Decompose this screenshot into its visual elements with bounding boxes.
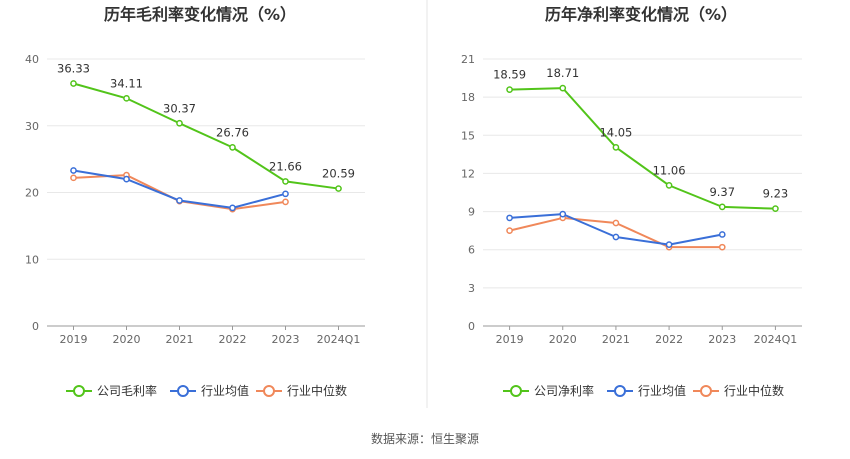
data-source-note: 数据来源：恒生聚源 bbox=[370, 432, 479, 446]
legend-item[interactable]: 行业均值 bbox=[170, 383, 249, 398]
y-tick-label: 9 bbox=[468, 206, 475, 219]
y-tick-label: 3 bbox=[468, 282, 475, 295]
data-label: 9.23 bbox=[763, 187, 789, 201]
data-label: 34.11 bbox=[110, 76, 143, 90]
legend-item[interactable]: 行业均值 bbox=[607, 383, 686, 398]
legend-swatch-marker bbox=[700, 385, 712, 397]
legend-swatch-marker bbox=[263, 385, 275, 397]
legend-label: 行业均值 bbox=[638, 383, 686, 398]
legend-swatch-marker bbox=[177, 385, 189, 397]
legend-swatch-marker bbox=[510, 385, 522, 397]
data-label: 26.76 bbox=[216, 125, 249, 139]
x-tick-label: 2019 bbox=[496, 333, 524, 346]
series-line bbox=[509, 87, 776, 210]
y-tick-label: 30 bbox=[25, 120, 39, 133]
data-point bbox=[282, 198, 289, 206]
data-point bbox=[70, 174, 77, 182]
data-point bbox=[70, 80, 77, 87]
x-tick-label: 2019 bbox=[60, 333, 88, 346]
data-point bbox=[282, 178, 289, 185]
data-point bbox=[559, 210, 567, 218]
x-tick-label: 2023 bbox=[272, 333, 300, 346]
x-tick-label: 2022 bbox=[655, 333, 683, 346]
data-point bbox=[612, 219, 620, 227]
y-tick-label: 12 bbox=[461, 167, 475, 180]
x-tick-label: 2024Q1 bbox=[754, 333, 798, 346]
legend-label: 公司毛利率 bbox=[97, 383, 157, 398]
y-tick-label: 40 bbox=[25, 53, 39, 66]
data-point bbox=[559, 84, 567, 92]
data-point bbox=[718, 243, 726, 251]
data-point bbox=[665, 241, 673, 248]
data-point bbox=[229, 204, 236, 212]
x-tick-label: 2023 bbox=[708, 333, 736, 346]
data-label: 20.59 bbox=[322, 167, 355, 181]
y-tick-label: 10 bbox=[25, 253, 39, 266]
series-line bbox=[73, 82, 339, 190]
y-tick-label: 6 bbox=[468, 244, 475, 257]
data-point bbox=[506, 214, 513, 222]
data-point bbox=[772, 205, 779, 212]
x-tick-label: 2024Q1 bbox=[317, 333, 361, 346]
chart-title: 历年毛利率变化情况（%） bbox=[104, 5, 296, 24]
legend-item[interactable]: 行业中位数 bbox=[256, 383, 347, 398]
data-point bbox=[665, 182, 673, 189]
y-tick-label: 21 bbox=[461, 53, 475, 66]
legend-label: 行业中位数 bbox=[287, 383, 347, 398]
y-tick-label: 20 bbox=[25, 187, 39, 200]
x-tick-label: 2022 bbox=[219, 333, 247, 346]
data-point bbox=[506, 86, 513, 93]
data-point bbox=[506, 227, 513, 234]
legend-label: 公司净利率 bbox=[534, 383, 594, 398]
data-label: 14.05 bbox=[599, 125, 632, 139]
data-point bbox=[612, 233, 620, 241]
legend-item[interactable]: 公司毛利率 bbox=[66, 383, 157, 398]
data-point bbox=[612, 144, 620, 151]
y-tick-label: 18 bbox=[461, 91, 475, 104]
chart-title: 历年净利率变化情况（%） bbox=[545, 5, 737, 24]
net-margin-chart: 历年净利率变化情况（%） 0 3 6 9 12 15 18 21 2019 2020 2021 2022… bbox=[461, 5, 802, 398]
data-point bbox=[335, 185, 342, 192]
x-tick-label: 2021 bbox=[602, 333, 630, 346]
y-tick-label: 0 bbox=[32, 320, 39, 333]
data-point bbox=[123, 94, 130, 102]
data-point bbox=[718, 231, 726, 238]
data-label: 18.71 bbox=[546, 66, 579, 80]
data-label: 18.59 bbox=[493, 68, 526, 82]
data-label: 30.37 bbox=[163, 101, 196, 115]
x-tick-label: 2020 bbox=[549, 333, 577, 346]
gross-margin-chart: 历年毛利率变化情况（%） 0 10 20 30 40 2019 2020 2021 2022 202… bbox=[25, 5, 365, 398]
legend-item[interactable]: 行业中位数 bbox=[693, 383, 784, 398]
data-point bbox=[176, 119, 183, 127]
data-label: 21.66 bbox=[269, 159, 302, 173]
y-tick-label: 15 bbox=[461, 129, 475, 142]
y-tick-label: 0 bbox=[468, 320, 475, 333]
data-point bbox=[229, 144, 236, 151]
x-tick-label: 2021 bbox=[166, 333, 194, 346]
data-label: 36.33 bbox=[57, 61, 90, 75]
data-point bbox=[282, 190, 289, 198]
data-label: 11.06 bbox=[653, 163, 686, 177]
legend-swatch-marker bbox=[614, 385, 626, 397]
x-tick-label: 2020 bbox=[113, 333, 141, 346]
data-point bbox=[718, 203, 726, 211]
data-point bbox=[123, 175, 130, 183]
data-point bbox=[176, 197, 183, 204]
legend-label: 行业均值 bbox=[201, 383, 249, 398]
legend-label: 行业中位数 bbox=[724, 383, 784, 398]
data-point bbox=[70, 167, 77, 174]
legend-item[interactable]: 公司净利率 bbox=[503, 383, 594, 398]
legend-swatch-marker bbox=[73, 385, 85, 397]
data-label: 9.37 bbox=[709, 185, 735, 199]
